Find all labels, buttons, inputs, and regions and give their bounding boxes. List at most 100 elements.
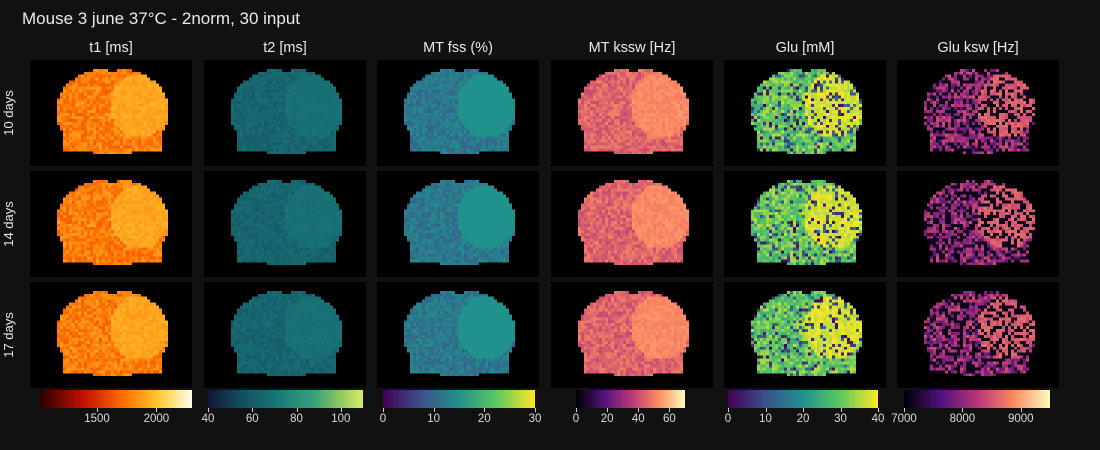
heatmap-panel (897, 171, 1059, 277)
heatmap-panel (724, 171, 886, 277)
colorbar-tick-mark (766, 408, 767, 412)
heatmap-panel (30, 60, 192, 166)
column-title: MT kssw [Hz] (588, 40, 676, 56)
colorbar-tick-label: 80 (290, 413, 303, 425)
colorbar-tick-label: 30 (834, 413, 847, 425)
colorbar-gradient (208, 390, 363, 408)
heatmap-panel (377, 60, 539, 166)
colorbar-tick-label: 40 (631, 413, 645, 425)
heatmap-panel (30, 282, 192, 388)
colorbar-tick-mark (841, 408, 842, 412)
colorbar-tick-mark (728, 408, 729, 412)
colorbar (904, 390, 1050, 408)
heatmap-cells (897, 282, 1059, 388)
colorbar-gradient (576, 390, 685, 408)
colorbar-gradient (383, 390, 535, 408)
colorbar-tick-label: 100 (331, 413, 351, 425)
heatmap-cells (724, 282, 886, 388)
colorbar-tick-label: 0 (572, 413, 580, 425)
heatmap-panel (551, 282, 713, 388)
row-label: 10 days (1, 90, 16, 136)
colorbar-tick-label: 20 (600, 413, 614, 425)
colorbar-tick-label: 8000 (949, 413, 976, 425)
colorbar-tick-label: 60 (245, 413, 259, 425)
colorbar-tick-mark (383, 408, 384, 412)
colorbar-tick-label: 40 (871, 413, 885, 425)
heatmap-cells (724, 60, 886, 166)
heatmap-cells (551, 60, 713, 166)
colorbar-tick-label: 7000 (891, 413, 917, 425)
colorbar-tick-mark (669, 408, 670, 412)
colorbar (576, 390, 685, 408)
figure-title: Mouse 3 june 37°C - 2norm, 30 input (22, 9, 301, 28)
colorbar (208, 390, 363, 408)
colorbar-tick-mark (208, 408, 209, 412)
colorbar-tick-label: 20 (477, 413, 491, 425)
heatmap-panel (377, 171, 539, 277)
heatmap-panel (30, 171, 192, 277)
colorbar-tick-label: 1500 (84, 413, 110, 425)
colorbar-tick-mark (1021, 408, 1022, 412)
colorbar-tick-mark (878, 408, 879, 412)
colorbar-tick-mark (156, 408, 157, 412)
colorbar (40, 390, 192, 408)
heatmap-cells (551, 171, 713, 277)
colorbar-tick-label: 10 (759, 413, 772, 425)
colorbar-tick-label: 30 (528, 413, 542, 425)
heatmap-cells (377, 60, 539, 166)
column-title: Glu [mM] (775, 40, 835, 56)
heatmap-panel (724, 60, 886, 166)
colorbar-tick-mark (341, 408, 342, 412)
colorbar-gradient (904, 390, 1050, 408)
colorbar-tick-mark (638, 408, 639, 412)
colorbar-tick-mark (252, 408, 253, 412)
column-title: Glu ksw [Hz] (937, 40, 1019, 56)
heatmap-cells (30, 171, 192, 277)
colorbar (383, 390, 535, 408)
heatmap-panel (551, 60, 713, 166)
heatmap-cells (551, 282, 713, 388)
heatmap-cells (204, 60, 366, 166)
heatmap-panel (551, 171, 713, 277)
row-label: 14 days (1, 201, 16, 247)
colorbar-tick-mark (904, 408, 905, 412)
colorbar-gradient (728, 390, 878, 408)
colorbar-tick-mark (607, 408, 608, 412)
colorbar-tick-label: 20 (796, 413, 810, 425)
colorbar-gradient (40, 390, 192, 408)
heatmap-panel (204, 60, 366, 166)
heatmap-cells (724, 171, 886, 277)
colorbar-tick-label: 2000 (143, 413, 170, 425)
colorbar (728, 390, 878, 408)
colorbar-tick-mark (97, 408, 98, 412)
heatmap-panel (377, 282, 539, 388)
row-label: 17 days (1, 312, 16, 358)
colorbar-tick-mark (962, 408, 963, 412)
colorbar-tick-mark (803, 408, 804, 412)
heatmap-cells (204, 171, 366, 277)
heatmap-cells (377, 282, 539, 388)
colorbar-tick-mark (297, 408, 298, 412)
heatmap-cells (30, 282, 192, 388)
colorbar-tick-label: 40 (201, 413, 215, 425)
colorbar-tick-mark (576, 408, 577, 412)
column-title: MT fss (%) (423, 40, 493, 56)
colorbar-tick-mark (484, 408, 485, 412)
colorbar-tick-label: 60 (663, 413, 676, 425)
colorbar-tick-label: 10 (427, 413, 441, 425)
colorbar-tick-label: 0 (724, 413, 732, 425)
heatmap-panel (204, 282, 366, 388)
heatmap-panel (204, 171, 366, 277)
colorbar-tick-mark (535, 408, 536, 412)
column-title: t2 [ms] (263, 40, 307, 56)
heatmap-cells (204, 282, 366, 388)
heatmap-panel (897, 60, 1059, 166)
heatmap-cells (897, 171, 1059, 277)
column-title: t1 [ms] (89, 40, 133, 56)
colorbar-tick-label: 0 (379, 413, 387, 425)
heatmap-panel (897, 282, 1059, 388)
colorbar-tick-mark (434, 408, 435, 412)
heatmap-cells (377, 171, 539, 277)
heatmap-cells (897, 60, 1059, 166)
colorbar-tick-label: 9000 (1008, 413, 1034, 425)
